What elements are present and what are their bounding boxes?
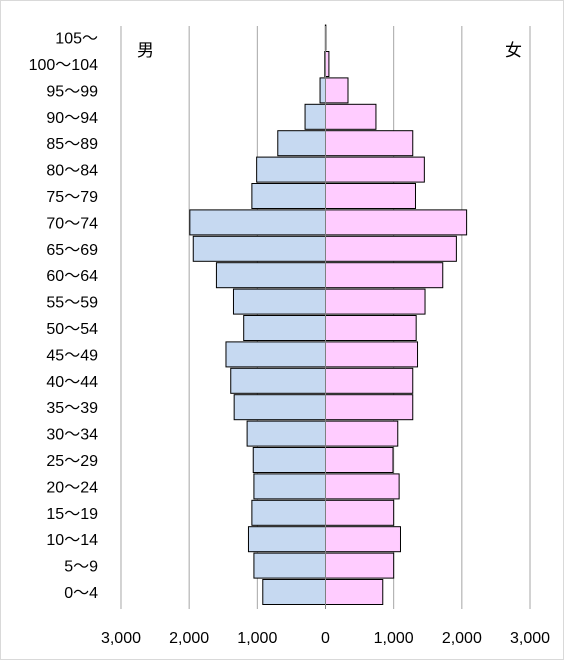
age-group-label: 15〜19: [46, 506, 98, 523]
age-group-label: 55〜59: [46, 295, 98, 312]
x-tick-label: 3,000: [510, 630, 550, 647]
x-tick-label: 1,000: [237, 630, 277, 647]
female-bar: [326, 289, 426, 314]
male-bar: [193, 236, 325, 261]
female-bar: [326, 527, 401, 552]
female-bar: [326, 553, 394, 578]
female-bar: [326, 342, 418, 367]
x-tick-label: 1,000: [374, 630, 414, 647]
male-bar: [244, 316, 326, 341]
male-bar: [263, 580, 326, 605]
male-bar: [233, 289, 325, 314]
age-group-label: 95〜99: [46, 83, 98, 100]
female-bar: [326, 157, 425, 182]
age-group-label: 10〜14: [46, 532, 98, 549]
male-bar: [216, 263, 325, 288]
male-bar: [231, 368, 326, 393]
age-group-label: 25〜29: [46, 453, 98, 470]
female-bar: [326, 104, 376, 129]
x-tick-labels: 3,000 2,000 1,000 0 1,000 2,000 3,000: [101, 630, 550, 647]
female-bar: [326, 580, 383, 605]
female-bars: [326, 25, 467, 604]
female-series-label: 女: [505, 41, 522, 61]
female-bar: [326, 500, 394, 525]
male-bar: [190, 210, 326, 235]
age-group-label: 75〜79: [46, 189, 98, 206]
female-bar: [326, 316, 417, 341]
female-bar: [326, 368, 413, 393]
age-group-label: 85〜89: [46, 136, 98, 153]
female-bar: [326, 52, 329, 77]
age-group-label: 65〜69: [46, 242, 98, 259]
male-bar: [305, 104, 325, 129]
male-series-label: 男: [137, 41, 154, 61]
female-bar: [326, 448, 393, 473]
female-bar: [326, 131, 413, 156]
age-group-label: 100〜104: [29, 57, 98, 74]
age-group-label: 60〜64: [46, 268, 98, 285]
male-bar: [320, 78, 325, 103]
male-bar: [253, 448, 325, 473]
female-bar: [326, 395, 413, 420]
x-tick-label: 2,000: [442, 630, 482, 647]
male-bar: [234, 395, 325, 420]
age-group-label: 0〜4: [64, 585, 98, 602]
female-bar: [326, 474, 400, 499]
age-group-label: 30〜34: [46, 427, 98, 444]
age-group-label: 40〜44: [46, 374, 98, 391]
male-bar: [248, 527, 325, 552]
age-group-label: 35〜39: [46, 400, 98, 417]
female-bar: [326, 184, 416, 209]
male-bar: [278, 131, 326, 156]
male-bar: [254, 474, 326, 499]
x-tick-label: 0: [321, 630, 330, 647]
male-bar: [247, 421, 325, 446]
age-group-label: 45〜49: [46, 347, 98, 364]
male-bar: [257, 157, 326, 182]
age-group-label: 5〜9: [64, 559, 98, 576]
x-tick-label: 3,000: [101, 630, 141, 647]
female-bar: [326, 421, 398, 446]
age-group-label: 50〜54: [46, 321, 98, 338]
female-bar: [326, 78, 348, 103]
age-group-label: 80〜84: [46, 163, 98, 180]
age-group-label: 70〜74: [46, 215, 98, 232]
x-tick-label: 2,000: [169, 630, 209, 647]
male-bar: [226, 342, 326, 367]
age-group-label: 90〜94: [46, 110, 98, 127]
age-group-label: 105〜: [55, 31, 98, 48]
male-bar: [252, 500, 326, 525]
female-bar: [326, 263, 443, 288]
age-labels: 0〜4 5〜9 10〜14 15〜19 20〜24 25〜29 30〜34 35〜39 40〜4…: [29, 31, 98, 602]
female-bar: [326, 236, 457, 261]
age-group-label: 20〜24: [46, 479, 98, 496]
male-bar: [254, 553, 326, 578]
male-bar: [252, 184, 326, 209]
female-bar: [326, 210, 467, 235]
